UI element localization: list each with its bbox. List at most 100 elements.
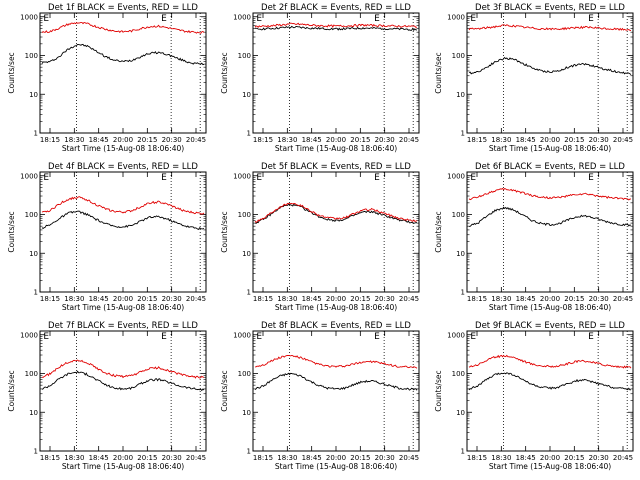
y-tick-label: 1 bbox=[247, 130, 251, 138]
y-axis-label: Counts/sec bbox=[220, 370, 229, 411]
x-tick-label: 18:15 bbox=[467, 454, 487, 462]
x-tick-label: 18:15 bbox=[40, 295, 60, 303]
x-tick-label: 20:15 bbox=[137, 136, 157, 144]
x-tick-label: 18:45 bbox=[516, 136, 536, 144]
plot-frame bbox=[252, 171, 420, 293]
panel-title: Det 5f BLACK = Events, RED = LLD bbox=[261, 162, 411, 172]
event-marker: E bbox=[43, 14, 49, 24]
plot-frame bbox=[466, 330, 634, 452]
event-marker: E bbox=[588, 173, 594, 183]
y-tick-label: 10 bbox=[29, 409, 38, 417]
x-tick-label: 18:30 bbox=[64, 136, 84, 144]
series-line-events bbox=[254, 372, 418, 391]
series-line-events bbox=[468, 206, 632, 227]
series-line-lld bbox=[468, 354, 632, 369]
event-marker: E bbox=[374, 14, 380, 24]
event-marker: E bbox=[161, 14, 167, 24]
x-tick-label: 18:45 bbox=[302, 454, 322, 462]
event-marker: E bbox=[588, 14, 594, 24]
x-tick-label: 20:30 bbox=[589, 454, 609, 462]
event-marker: E bbox=[43, 173, 49, 183]
event-marker: E bbox=[161, 332, 167, 342]
x-tick-label: 20:00 bbox=[540, 454, 560, 462]
series-line-events bbox=[468, 56, 632, 75]
x-tick-label: 20:30 bbox=[162, 454, 182, 462]
x-tick-label: 20:00 bbox=[113, 295, 133, 303]
y-tick-label: 100 bbox=[452, 370, 465, 378]
panel-title: Det 7f BLACK = Events, RED = LLD bbox=[48, 321, 198, 331]
event-marker: E bbox=[43, 332, 49, 342]
y-tick-label: 1 bbox=[34, 448, 38, 456]
x-tick-label: 18:45 bbox=[302, 136, 322, 144]
y-axis-label: Counts/sec bbox=[434, 52, 443, 93]
x-tick-label: 20:30 bbox=[162, 136, 182, 144]
x-tick-label: 20:30 bbox=[375, 295, 395, 303]
y-tick-label: 100 bbox=[25, 52, 38, 60]
event-marker: E bbox=[374, 332, 380, 342]
y-tick-label: 1 bbox=[247, 289, 251, 297]
y-tick-label: 100 bbox=[238, 211, 251, 219]
x-tick-label: 20:15 bbox=[137, 295, 157, 303]
x-tick-label: 20:30 bbox=[375, 136, 395, 144]
y-tick-label: 1000 bbox=[447, 331, 465, 339]
x-tick-label: 20:00 bbox=[540, 295, 560, 303]
event-marker: E bbox=[470, 173, 476, 183]
y-axis-label: Counts/sec bbox=[434, 211, 443, 252]
y-tick-label: 1000 bbox=[20, 13, 38, 21]
x-axis-label: Start Time (15-Aug-08 18:06:40) bbox=[62, 462, 184, 471]
event-marker: E bbox=[256, 173, 262, 183]
x-tick-label: 20:00 bbox=[326, 295, 346, 303]
y-tick-label: 10 bbox=[29, 91, 38, 99]
series-line-lld bbox=[41, 359, 205, 379]
plot-frame bbox=[252, 12, 420, 134]
x-tick-label: 20:15 bbox=[350, 136, 370, 144]
x-tick-label: 20:45 bbox=[613, 136, 633, 144]
series-line-events bbox=[41, 43, 205, 66]
x-tick-label: 18:30 bbox=[491, 454, 511, 462]
y-axis-label: Counts/sec bbox=[7, 52, 16, 93]
x-axis-label: Start Time (15-Aug-08 18:06:40) bbox=[62, 144, 184, 153]
x-axis-label: Start Time (15-Aug-08 18:06:40) bbox=[489, 144, 611, 153]
x-tick-label: 18:45 bbox=[89, 295, 109, 303]
x-tick-label: 20:45 bbox=[399, 295, 419, 303]
y-tick-label: 1 bbox=[461, 289, 465, 297]
x-tick-label: 20:00 bbox=[540, 136, 560, 144]
y-axis-label: Counts/sec bbox=[434, 370, 443, 411]
series-line-lld bbox=[468, 24, 632, 31]
x-tick-label: 18:30 bbox=[491, 295, 511, 303]
x-axis-label: Start Time (15-Aug-08 18:06:40) bbox=[62, 303, 184, 312]
x-tick-label: 18:15 bbox=[40, 454, 60, 462]
series-line-lld bbox=[254, 202, 418, 223]
panel-title: Det 8f BLACK = Events, RED = LLD bbox=[261, 321, 411, 331]
panel-title: Det 4f BLACK = Events, RED = LLD bbox=[48, 162, 198, 172]
y-tick-label: 10 bbox=[242, 409, 251, 417]
x-tick-label: 20:45 bbox=[613, 454, 633, 462]
event-marker: E bbox=[161, 173, 167, 183]
x-axis-label: Start Time (15-Aug-08 18:06:40) bbox=[275, 462, 397, 471]
y-tick-label: 1 bbox=[461, 448, 465, 456]
panel-title: Det 3f BLACK = Events, RED = LLD bbox=[475, 3, 625, 13]
x-tick-label: 20:15 bbox=[350, 454, 370, 462]
x-tick-label: 20:15 bbox=[564, 454, 584, 462]
y-tick-label: 1000 bbox=[20, 331, 38, 339]
x-tick-label: 20:00 bbox=[326, 454, 346, 462]
panel-title: Det 9f BLACK = Events, RED = LLD bbox=[475, 321, 625, 331]
event-marker: E bbox=[256, 14, 262, 24]
y-tick-label: 1000 bbox=[20, 172, 38, 180]
y-tick-label: 1000 bbox=[233, 13, 251, 21]
x-tick-label: 18:30 bbox=[64, 295, 84, 303]
x-tick-label: 20:15 bbox=[350, 295, 370, 303]
x-tick-label: 20:15 bbox=[564, 295, 584, 303]
y-tick-label: 100 bbox=[452, 52, 465, 60]
y-tick-label: 10 bbox=[29, 250, 38, 258]
plot-frame bbox=[466, 171, 634, 293]
panel-title: Det 2f BLACK = Events, RED = LLD bbox=[261, 3, 411, 13]
x-tick-label: 18:15 bbox=[253, 136, 273, 144]
